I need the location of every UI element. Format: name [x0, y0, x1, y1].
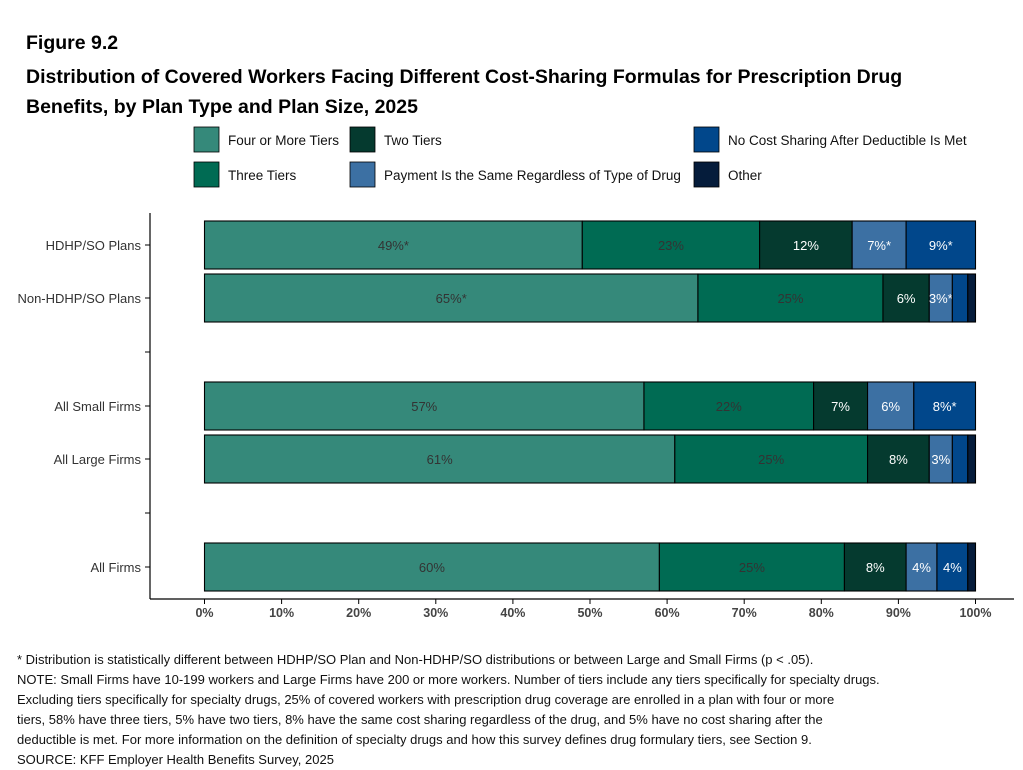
legend-label-other: Other — [728, 168, 762, 183]
x-tick-label: 10% — [269, 606, 294, 620]
data-label: 60% — [419, 560, 445, 575]
bar-segment-two-tiers — [843, 542, 907, 592]
bar-segment-four-or-more-tiers — [203, 542, 660, 592]
legend-label-three-tiers: Three Tiers — [228, 168, 297, 183]
x-tick-label: 70% — [732, 606, 757, 620]
x-tick-label: 80% — [809, 606, 834, 620]
legend-swatch-three-tiers — [193, 161, 220, 188]
data-label: 25% — [777, 291, 803, 306]
x-tick-label: 30% — [423, 606, 448, 620]
x-tick-label: 20% — [346, 606, 371, 620]
chart-notes: * Distribution is statistically differen… — [17, 650, 1007, 770]
data-label: 4% — [912, 560, 931, 575]
bar-segment-other — [967, 273, 977, 323]
stacked-bar-chart: Four or More Tiers Two Tiers No Cost Shari… — [17, 126, 1014, 620]
chart-axes: 0% 10% 20% 30% 40% 50% 60% 70% 80% 90% 100% HDHP/SO… — [17, 213, 1014, 620]
legend-swatch-four-or-more-tiers — [193, 126, 220, 153]
data-label: 6% — [897, 291, 916, 306]
data-label: 65%* — [436, 291, 467, 306]
data-label: 57% — [411, 399, 437, 414]
y-category-label: All Firms — [90, 560, 141, 575]
bar-segment-two-tiers — [759, 220, 853, 270]
x-tick-label: 0% — [195, 606, 213, 620]
bar-segment-four-or-more-tiers — [203, 220, 583, 270]
y-category-label: All Small Firms — [54, 399, 141, 414]
data-label: 49%* — [378, 238, 409, 253]
data-label: 8% — [866, 560, 885, 575]
legend-label-two-tiers: Two Tiers — [384, 133, 442, 148]
y-category-label: All Large Firms — [54, 452, 142, 467]
data-label: 7%* — [867, 238, 891, 253]
data-label: 7% — [831, 399, 850, 414]
x-tick-label: 90% — [886, 606, 911, 620]
data-label: 23% — [658, 238, 684, 253]
bar-segment-no-cost-sharing-after-deductible-is-met — [905, 220, 977, 270]
data-label: 25% — [758, 452, 784, 467]
legend-label-payment-is-the-same-regardless-of-type-of-drug: Payment Is the Same Regardless of Type o… — [384, 168, 681, 183]
data-label: 25% — [739, 560, 765, 575]
chart-title: Distribution of Covered Workers Facing D… — [26, 66, 903, 118]
data-label: 22% — [716, 399, 742, 414]
bar-segment-four-or-more-tiers — [203, 434, 676, 484]
data-label: 4% — [943, 560, 962, 575]
note-line: NOTE: Small Firms have 10-199 workers an… — [17, 672, 880, 687]
legend-label-four-or-more-tiers: Four or More Tiers — [228, 133, 339, 148]
y-category-label: Non-HDHP/SO Plans — [17, 291, 141, 306]
bar-segment-three-tiers — [643, 381, 815, 431]
note-significance: * Distribution is statistically differen… — [17, 652, 814, 667]
bar-segment-three-tiers — [658, 542, 845, 592]
legend-label-no-cost-sharing-after-deductible-is-met: No Cost Sharing After Deductible Is Met — [728, 133, 967, 148]
note-source: SOURCE: KFF Employer Health Benefits Sur… — [17, 752, 334, 767]
bar-segment-two-tiers — [813, 381, 869, 431]
bar-segment-payment-is-the-same-regardless-of-type-of-drug — [867, 381, 915, 431]
bar-segment-no-cost-sharing-after-deductible-is-met — [951, 273, 969, 323]
chart-legend: Four or More Tiers Two Tiers No Cost Shari… — [193, 126, 967, 188]
bar-segment-three-tiers — [697, 273, 884, 323]
bar-segment-other — [967, 434, 977, 484]
figure-label: Figure 9.2 — [26, 32, 119, 54]
bar-segment-no-cost-sharing-after-deductible-is-met — [951, 434, 969, 484]
note-line: deductible is met. For more information … — [17, 732, 812, 747]
chart-bars: 49%* 23% 12% 7%* 9%* 65%* 25% 6% 3%* 57% 22% 7% 6% 8%… — [203, 220, 977, 592]
data-label: 3% — [931, 452, 950, 467]
data-label: 8% — [889, 452, 908, 467]
x-tick-label: 50% — [577, 606, 602, 620]
x-tick-label: 100% — [960, 606, 992, 620]
bar-segment-three-tiers — [674, 434, 869, 484]
note-line: Excluding tiers specifically for special… — [17, 692, 835, 707]
bar-segment-four-or-more-tiers — [203, 381, 645, 431]
legend-swatch-other — [693, 161, 720, 188]
x-tick-label: 40% — [500, 606, 525, 620]
bar-segment-two-tiers — [882, 273, 930, 323]
note-line: tiers, 58% have three tiers, 5% have two… — [17, 712, 823, 727]
bar-segment-no-cost-sharing-after-deductible-is-met — [913, 381, 977, 431]
bar-segment-three-tiers — [581, 220, 761, 270]
data-label: 12% — [793, 238, 819, 253]
data-label: 8%* — [933, 399, 957, 414]
data-label: 6% — [881, 399, 900, 414]
legend-swatch-payment-is-the-same-regardless-of-type-of-drug — [349, 161, 376, 188]
y-category-label: HDHP/SO Plans — [46, 238, 142, 253]
x-tick-label: 60% — [655, 606, 680, 620]
data-label: 9%* — [929, 238, 953, 253]
legend-swatch-two-tiers — [349, 126, 376, 153]
data-label: 61% — [427, 452, 453, 467]
data-label: 3%* — [929, 291, 953, 306]
bar-segment-other — [967, 542, 977, 592]
legend-swatch-no-cost-sharing-after-deductible-is-met — [693, 126, 720, 153]
